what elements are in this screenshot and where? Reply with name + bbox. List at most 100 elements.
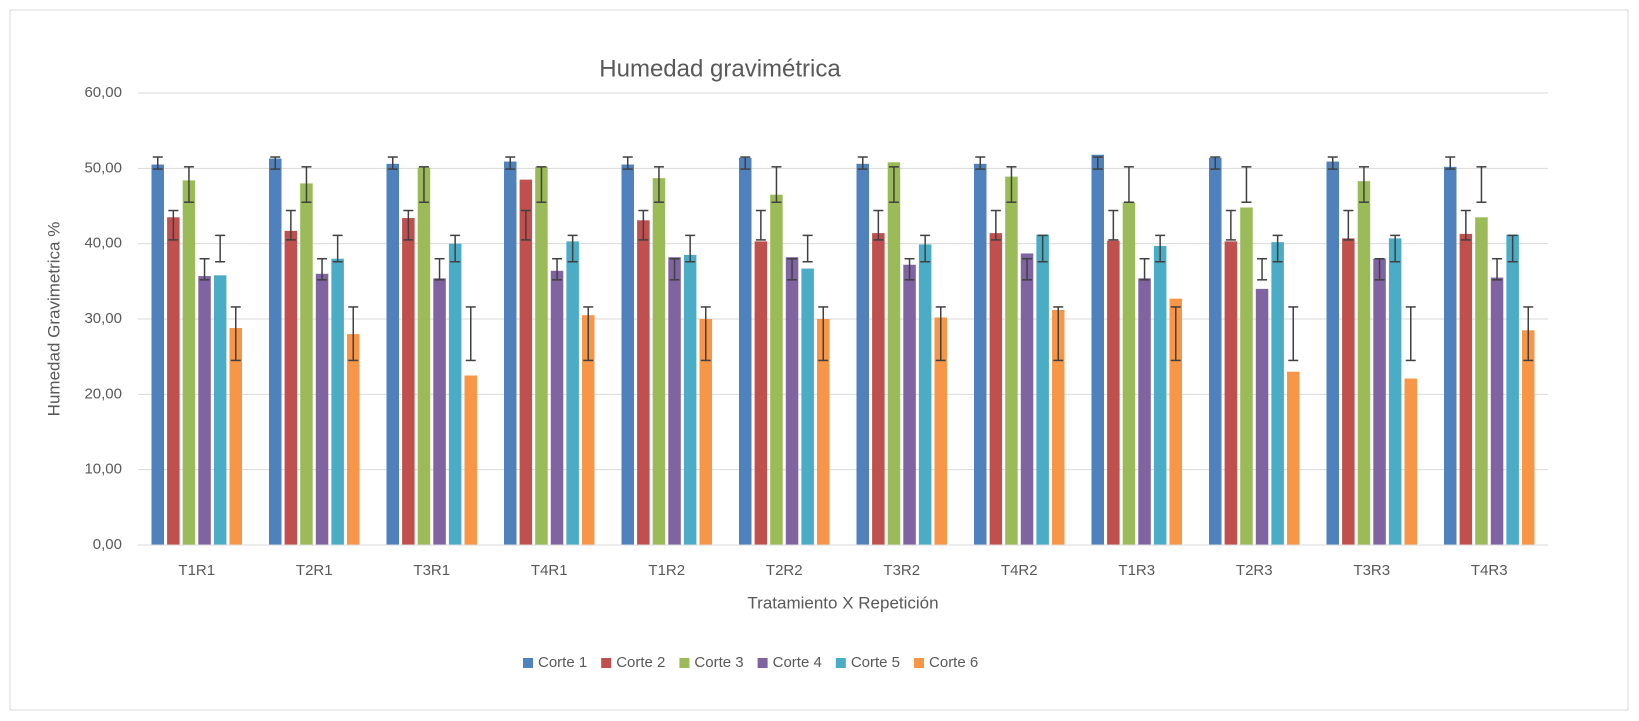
error-bar	[1460, 209, 1471, 241]
error-bar	[638, 209, 649, 241]
x-tick-label: T3R1	[413, 562, 450, 579]
bar	[1459, 233, 1473, 545]
error-bar	[888, 166, 899, 203]
bar	[386, 163, 399, 545]
error-bar	[332, 234, 343, 263]
error-bar	[818, 306, 829, 362]
bar	[535, 166, 548, 545]
bar	[1240, 207, 1253, 546]
error-bar	[1139, 257, 1150, 281]
error-bar	[317, 257, 328, 281]
bar	[817, 319, 830, 545]
x-tick-label: T4R3	[1471, 562, 1508, 579]
error-bar	[536, 166, 547, 203]
y-axis-title: Humedad Gravimetrica %	[44, 222, 63, 417]
error-bar	[583, 306, 594, 362]
bar	[872, 233, 885, 545]
bar	[637, 220, 650, 545]
error-bar	[168, 209, 179, 241]
legend-swatch	[523, 658, 533, 668]
error-bar	[1288, 306, 1299, 362]
bar	[315, 273, 329, 545]
error-bar	[787, 257, 798, 281]
bar	[433, 278, 446, 545]
bar	[1052, 309, 1065, 545]
x-tick-label: T3R3	[1353, 562, 1390, 579]
error-bar	[1358, 166, 1369, 203]
bar	[801, 268, 814, 545]
error-bar	[505, 156, 516, 170]
bar	[417, 167, 431, 545]
chart-title: Humedad gravimétrica	[599, 55, 841, 82]
error-bar	[873, 209, 884, 241]
error-bar	[520, 209, 531, 241]
bar	[1388, 238, 1402, 546]
error-bar	[1241, 166, 1252, 203]
bar	[519, 179, 533, 545]
error-bar	[1445, 156, 1456, 170]
bar	[151, 164, 164, 546]
bar	[402, 218, 415, 545]
error-bar	[771, 166, 782, 203]
y-tick-label: 30,00	[84, 310, 122, 327]
legend-label: Corte 2	[616, 654, 665, 671]
error-bar	[1123, 166, 1134, 203]
bar	[856, 163, 869, 545]
y-tick-label: 40,00	[84, 235, 122, 252]
legend-swatch	[679, 658, 690, 668]
error-bar	[1374, 257, 1385, 281]
x-tick-label: T2R1	[296, 562, 333, 579]
error-bar	[183, 166, 194, 203]
x-tick-label: T3R2	[883, 562, 920, 579]
x-tick-label: T4R1	[531, 562, 568, 579]
error-bar	[622, 156, 633, 170]
error-bar	[1327, 156, 1338, 170]
bar	[621, 164, 634, 546]
error-bar	[270, 156, 281, 170]
bar	[1326, 161, 1339, 545]
error-bar	[1476, 166, 1487, 203]
bar	[652, 178, 666, 546]
error-bar	[1257, 257, 1268, 281]
bar	[1444, 166, 1457, 545]
y-tick-label: 60,00	[84, 84, 122, 101]
bar	[1490, 277, 1504, 545]
legend-swatch	[757, 658, 768, 668]
error-bar	[348, 306, 359, 362]
legend-swatch	[835, 658, 846, 668]
y-tick-label: 0,00	[93, 536, 122, 553]
error-bar	[1405, 306, 1416, 362]
error-bar	[653, 166, 664, 203]
error-bar	[755, 209, 766, 241]
bar	[754, 241, 768, 545]
error-bar	[1155, 234, 1166, 263]
bar	[300, 183, 313, 545]
error-bar	[975, 156, 986, 170]
error-bar	[920, 234, 931, 263]
error-bar	[1225, 209, 1236, 241]
bar	[464, 375, 477, 545]
legend-label: Corte 6	[929, 654, 978, 671]
bar	[1020, 253, 1034, 545]
y-tick-label: 10,00	[84, 461, 122, 478]
x-tick-label: T4R2	[1001, 562, 1038, 579]
bar	[989, 233, 1003, 545]
error-bar	[740, 156, 751, 170]
bar	[1138, 278, 1151, 545]
bar	[1153, 245, 1167, 545]
legend-label: Corte 4	[773, 654, 822, 671]
error-bar	[434, 257, 445, 281]
error-bar	[1170, 306, 1181, 362]
error-bar	[1272, 234, 1283, 263]
error-bar	[685, 234, 696, 263]
error-bar	[552, 257, 563, 281]
bar	[1122, 202, 1136, 545]
bar	[1271, 242, 1284, 545]
bar	[887, 162, 901, 545]
error-bar	[1390, 234, 1401, 263]
bar	[1091, 154, 1104, 546]
bar	[1005, 176, 1018, 545]
bar	[269, 158, 282, 546]
x-tick-label: T1R1	[178, 562, 215, 579]
